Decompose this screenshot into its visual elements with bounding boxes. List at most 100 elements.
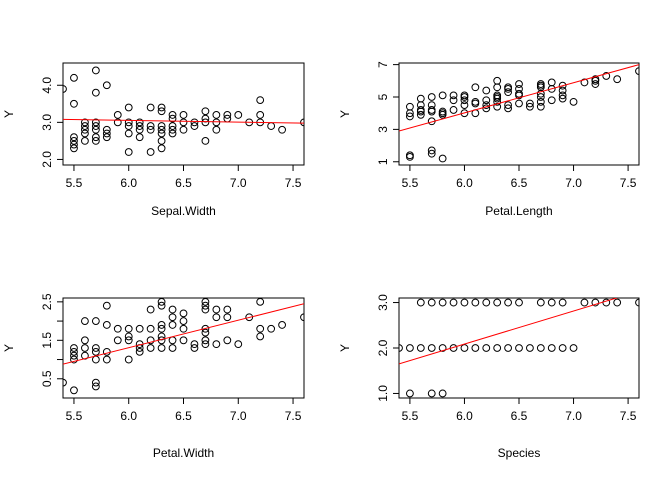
data-point	[70, 347, 78, 356]
data-point	[482, 344, 491, 352]
data-point	[157, 344, 166, 352]
data-point	[471, 344, 480, 352]
data-point	[124, 118, 133, 127]
y-tick-label: 5	[376, 93, 390, 100]
x-tick-label: 7.0	[565, 176, 582, 190]
data-point	[201, 328, 210, 337]
data-point	[526, 99, 534, 108]
data-point	[580, 78, 589, 87]
data-point	[504, 104, 512, 113]
y-tick-label: 7	[376, 61, 390, 68]
data-point	[91, 378, 100, 387]
data-point	[124, 129, 133, 138]
data-point	[482, 101, 491, 109]
data-point	[427, 107, 436, 116]
data-point	[102, 321, 111, 329]
data-point	[168, 344, 177, 352]
data-point	[635, 298, 639, 307]
data-point	[558, 91, 567, 100]
data-point	[234, 111, 243, 119]
data-point	[146, 344, 155, 352]
data-point	[515, 89, 523, 98]
data-point	[493, 93, 502, 101]
data-point	[223, 305, 232, 314]
data-point	[124, 148, 133, 156]
data-point	[179, 317, 188, 325]
data-point	[146, 103, 155, 112]
data-point	[547, 344, 556, 352]
x-axis: 5.5 6.0 6.5 7.0 7.5	[402, 165, 637, 190]
data-point	[190, 340, 199, 349]
data-point	[504, 344, 512, 352]
data-point	[212, 125, 221, 134]
data-point	[81, 317, 89, 325]
data-point	[168, 122, 177, 130]
data-point	[438, 154, 447, 163]
data-point	[526, 102, 534, 111]
data-point	[427, 101, 436, 109]
data-point	[449, 298, 458, 307]
regression-line	[63, 303, 304, 365]
data-point	[438, 389, 447, 398]
y-tick-label: 3	[376, 126, 390, 133]
data-point	[168, 313, 177, 322]
data-point	[146, 148, 155, 156]
data-point	[471, 97, 480, 106]
data-point	[81, 125, 89, 134]
data-point	[267, 122, 276, 130]
x-tick-label: 7.5	[620, 409, 637, 423]
x-axis-title: Sepal.Width	[151, 204, 216, 218]
y-axis: 0.5 1.5 2.5	[40, 293, 63, 387]
data-point	[113, 324, 122, 333]
data-point	[471, 99, 480, 108]
data-point	[146, 305, 155, 314]
data-point	[427, 344, 436, 352]
x-tick-label: 6.5	[511, 409, 528, 423]
data-point	[256, 96, 265, 104]
data-point	[201, 336, 210, 345]
data-point	[135, 125, 144, 134]
data-point	[591, 75, 600, 84]
data-point	[256, 298, 265, 306]
x-axis-title: Species	[498, 446, 541, 460]
data-point	[504, 88, 512, 97]
y-tick-label: 2.0	[40, 151, 54, 168]
data-point	[438, 109, 447, 118]
data-point	[460, 91, 469, 100]
x-axis: 5.5 6.0 6.5 7.0 7.5	[66, 165, 302, 190]
data-point	[179, 111, 188, 119]
data-point	[460, 96, 469, 105]
data-point	[168, 125, 177, 134]
data-point	[460, 109, 469, 118]
data-point	[70, 144, 78, 153]
data-point	[427, 149, 436, 158]
data-point	[102, 355, 111, 364]
x-tick-label: 6.0	[120, 409, 137, 423]
data-point	[504, 298, 512, 307]
data-point	[482, 298, 491, 307]
data-points	[63, 298, 304, 395]
data-point	[482, 86, 491, 95]
data-point	[102, 301, 111, 310]
y-axis: 2.0 3.0 4.0	[40, 77, 63, 168]
data-point	[300, 118, 304, 127]
data-point	[427, 93, 436, 101]
data-point	[493, 344, 502, 352]
data-point	[157, 298, 166, 306]
data-point	[406, 344, 414, 352]
regression-line	[63, 118, 304, 124]
x-tick-label: 6.5	[175, 176, 192, 190]
data-point	[63, 378, 67, 387]
data-point	[91, 382, 100, 391]
data-point	[438, 107, 447, 116]
data-point	[201, 107, 210, 116]
data-point	[493, 91, 502, 100]
data-point	[449, 106, 458, 114]
data-point	[70, 355, 78, 364]
data-point	[300, 313, 304, 322]
data-point	[70, 133, 78, 142]
data-point	[70, 344, 78, 352]
data-point	[146, 336, 155, 345]
data-point	[91, 344, 100, 352]
data-point	[591, 80, 600, 88]
